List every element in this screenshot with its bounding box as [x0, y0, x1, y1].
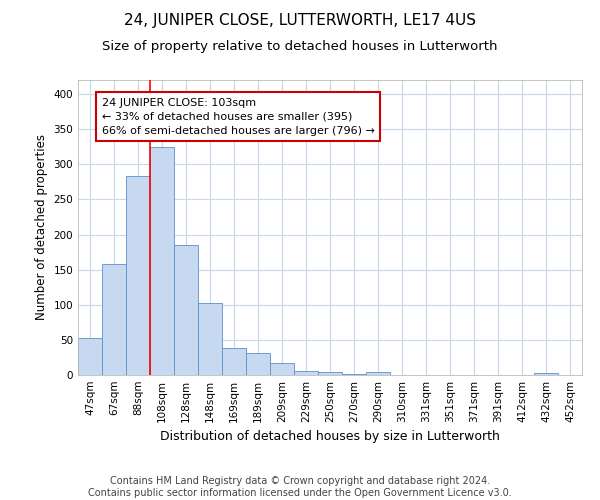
- Bar: [294, 371, 318, 375]
- Bar: [126, 176, 150, 375]
- Text: 24 JUNIPER CLOSE: 103sqm
← 33% of detached houses are smaller (395)
66% of semi-: 24 JUNIPER CLOSE: 103sqm ← 33% of detach…: [102, 98, 375, 136]
- Y-axis label: Number of detached properties: Number of detached properties: [35, 134, 48, 320]
- Bar: [198, 302, 222, 375]
- Text: Contains HM Land Registry data © Crown copyright and database right 2024.
Contai: Contains HM Land Registry data © Crown c…: [88, 476, 512, 498]
- Bar: [102, 264, 126, 375]
- Bar: [246, 352, 270, 375]
- Bar: [150, 146, 174, 375]
- Bar: [222, 348, 246, 375]
- Bar: [318, 372, 342, 375]
- X-axis label: Distribution of detached houses by size in Lutterworth: Distribution of detached houses by size …: [160, 430, 500, 444]
- Text: 24, JUNIPER CLOSE, LUTTERWORTH, LE17 4US: 24, JUNIPER CLOSE, LUTTERWORTH, LE17 4US: [124, 12, 476, 28]
- Bar: [270, 363, 294, 375]
- Bar: [78, 338, 102, 375]
- Bar: [534, 373, 558, 375]
- Text: Size of property relative to detached houses in Lutterworth: Size of property relative to detached ho…: [102, 40, 498, 53]
- Bar: [342, 374, 366, 375]
- Bar: [366, 372, 390, 375]
- Bar: [174, 245, 198, 375]
